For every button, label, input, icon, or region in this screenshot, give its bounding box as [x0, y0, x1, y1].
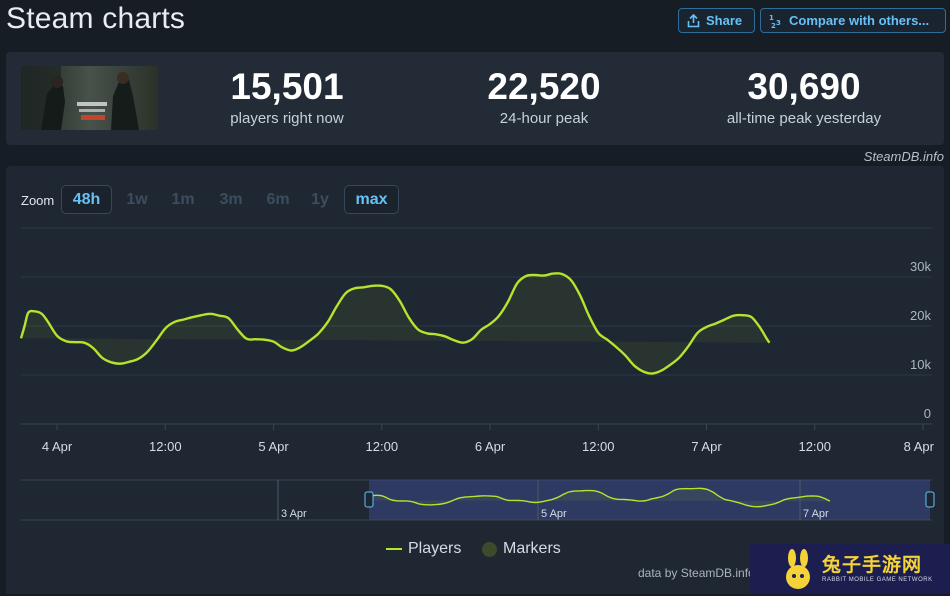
- player-count-chart: Zoom 48h 1w 1m 3m 6m 1y max 0 10k 20k 30k 4…: [6, 166, 944, 594]
- stat-value: 22,520: [487, 66, 601, 107]
- legend-players[interactable]: Players: [386, 540, 461, 558]
- navigator-label: 5 Apr: [541, 508, 567, 520]
- stat-24h-peak: 22,520 24-hour peak: [454, 66, 634, 127]
- zoom-1w-button[interactable]: 1w: [126, 190, 148, 208]
- stat-label: all-time peak yesterday: [726, 110, 882, 127]
- navigator-handle[interactable]: [925, 491, 935, 508]
- legend-line-swatch: [386, 548, 402, 550]
- zoom-48h-button[interactable]: 48h: [61, 185, 112, 214]
- stat-value: 30,690: [747, 66, 861, 107]
- legend-label: Players: [408, 540, 462, 557]
- players-series-line: [19, 272, 771, 375]
- compare-button[interactable]: 1 2 3 Compare with others...: [760, 8, 946, 33]
- navigator[interactable]: 3 Apr 5 Apr 7 Apr: [21, 479, 935, 521]
- navigator-label: 7 Apr: [803, 508, 829, 520]
- x-tick-label: 7 Apr: [691, 439, 722, 454]
- stat-value: 15,501: [230, 66, 344, 107]
- zoom-label: Zoom: [21, 193, 55, 208]
- rabbit-logo-icon: [780, 549, 816, 589]
- navigator-area: [369, 488, 830, 507]
- share-button[interactable]: Share: [678, 8, 755, 33]
- legend-label: Markers: [503, 540, 561, 557]
- navigator-series-line: [368, 487, 831, 508]
- stat-all-time-peak: 30,690 all-time peak yesterday: [694, 66, 914, 127]
- x-tick-label: 12:00: [366, 439, 399, 454]
- zoom-6m-button[interactable]: 6m: [266, 190, 290, 208]
- page-title: Steam charts: [6, 2, 186, 35]
- y-tick-label: 30k: [910, 259, 931, 274]
- navigator-label: 3 Apr: [281, 508, 307, 520]
- x-tick-label: 12:00: [149, 439, 182, 454]
- legend-markers[interactable]: Markers: [482, 540, 561, 558]
- compare-label: Compare with others...: [789, 13, 930, 28]
- stats-panel: 15,501 players right now 22,520 24-hour …: [6, 52, 944, 145]
- stat-current-players: 15,501 players right now: [197, 66, 377, 127]
- chart-credit[interactable]: data by SteamDB.info: [638, 566, 755, 580]
- y-tick-label: 20k: [910, 308, 931, 323]
- zoom-1y-button[interactable]: 1y: [311, 190, 329, 208]
- zoom-1m-button[interactable]: 1m: [171, 190, 195, 208]
- x-tick-label: 12:00: [582, 439, 615, 454]
- legend-marker-swatch: [482, 541, 497, 557]
- players-area: [21, 273, 770, 374]
- compare-icon: 1 2 3: [769, 14, 781, 29]
- x-tick-label: 8 Apr: [904, 439, 935, 454]
- chart-plot-area[interactable]: 0 10k 20k 30k 4 Apr 12:00 5 Apr 12:00 6 Apr 12:0…: [6, 166, 944, 594]
- svg-text:1: 1: [769, 14, 774, 22]
- zoom-max-button[interactable]: max: [344, 185, 399, 214]
- y-tick-label: 0: [924, 406, 931, 421]
- y-tick-label: 10k: [910, 357, 931, 372]
- svg-text:2: 2: [771, 22, 776, 29]
- zoom-3m-button[interactable]: 3m: [219, 190, 243, 208]
- watermark-subtitle: RABBIT MOBILE GAME NETWORK: [822, 577, 933, 583]
- x-tick-label: 5 Apr: [258, 439, 289, 454]
- share-icon: [687, 13, 700, 27]
- game-cover-image[interactable]: [21, 66, 158, 130]
- watermark-title: 兔子手游网: [822, 555, 923, 576]
- watermark-logo: 兔子手游网 RABBIT MOBILE GAME NETWORK: [750, 544, 950, 594]
- x-tick-label: 4 Apr: [42, 439, 73, 454]
- navigator-handle[interactable]: [364, 491, 374, 508]
- x-tick-label: 12:00: [798, 439, 831, 454]
- share-label: Share: [706, 13, 743, 28]
- stat-label: players right now: [230, 110, 344, 127]
- svg-text:3: 3: [776, 19, 781, 27]
- stat-label: 24-hour peak: [499, 110, 589, 127]
- x-tick-label: 6 Apr: [475, 439, 506, 454]
- steamdb-source-link[interactable]: SteamDB.info: [863, 149, 944, 164]
